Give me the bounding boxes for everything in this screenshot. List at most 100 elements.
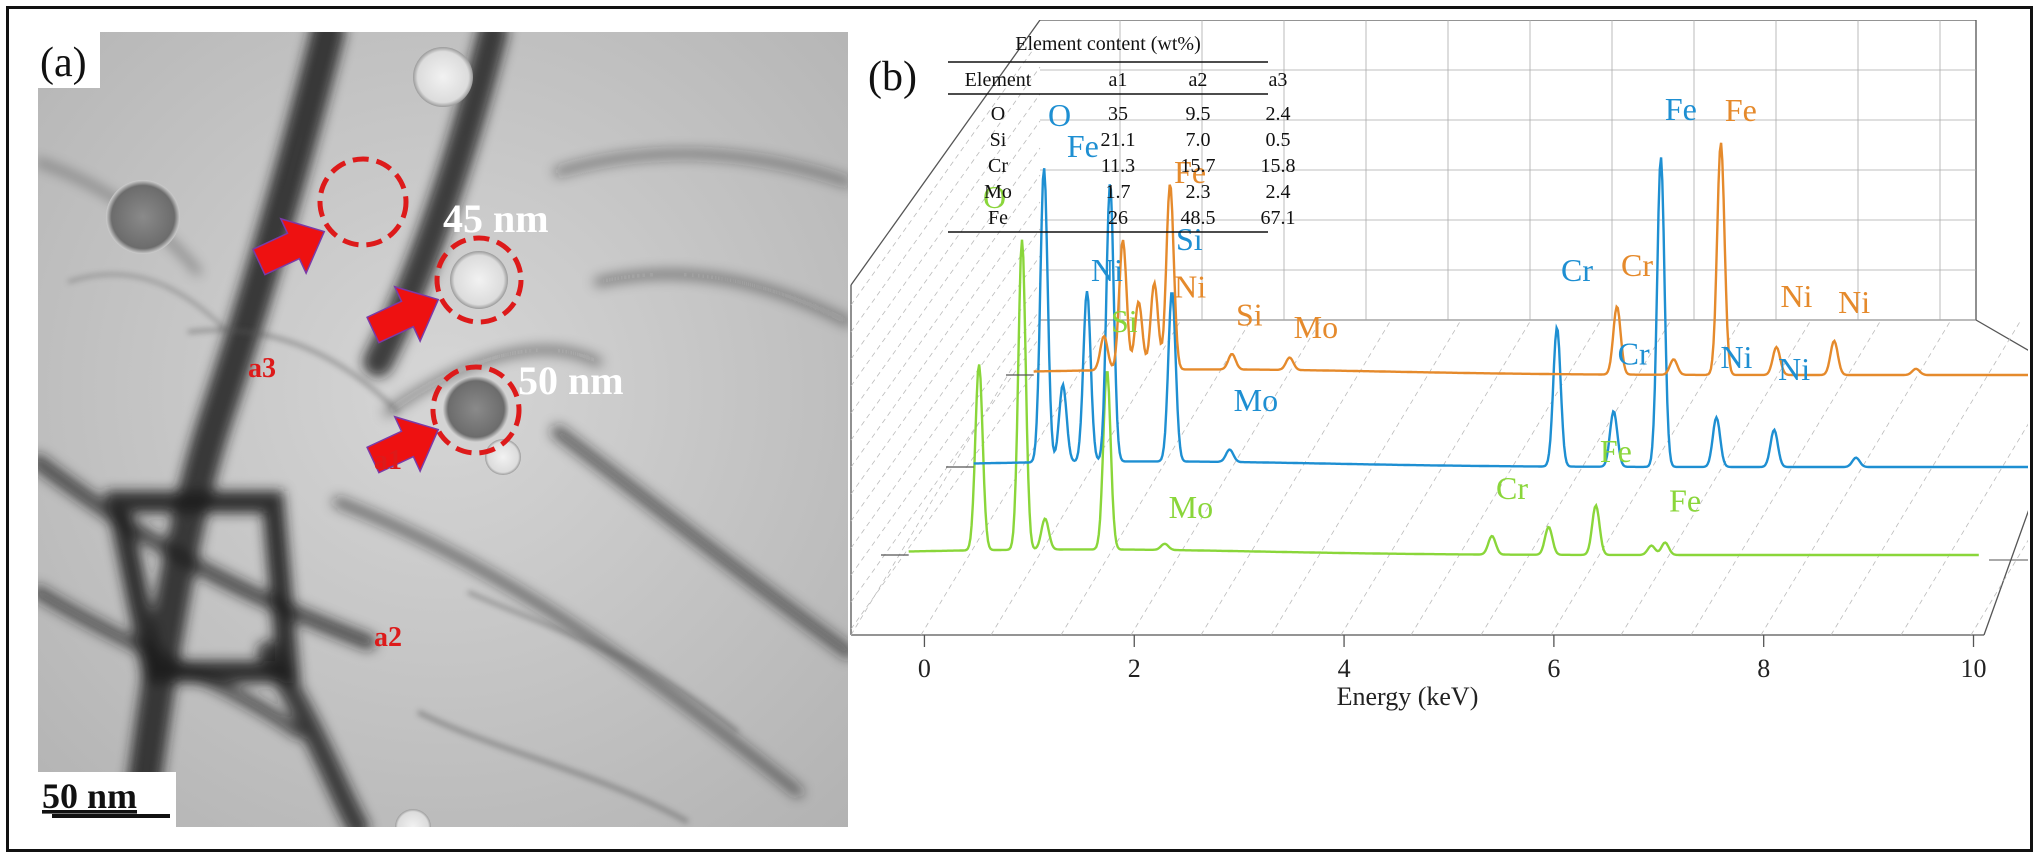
peak-label-cr: Cr — [1496, 470, 1528, 506]
table-cell: 9.5 — [1186, 103, 1211, 125]
panel-b-label: (b) — [868, 54, 917, 100]
table-cell: Cr — [988, 155, 1008, 177]
x-axis: 0 2 4 6 8 10 Energy (keV) — [918, 635, 1987, 711]
peak-label-fe: Fe — [1725, 92, 1757, 128]
table-cell: 1.7 — [1106, 181, 1131, 203]
arrow-a2-icon — [366, 415, 440, 474]
x-tick-label: 4 — [1338, 654, 1351, 683]
series-a1 — [908, 239, 1979, 557]
grid-line — [990, 319, 1182, 636]
right-floor-edge — [1983, 468, 2043, 636]
grid-line — [1410, 319, 1602, 636]
size-label-50: 50 nm — [518, 358, 624, 403]
peak-label-fe: Fe — [1665, 91, 1697, 127]
peak-label-si: Si — [1176, 221, 1203, 257]
panel-a-label: (a) — [40, 40, 87, 86]
table-cell: 15.8 — [1261, 155, 1296, 177]
table-header-cell: a1 — [1109, 69, 1128, 91]
element-content-table: Element content (wt%) Element a1 a2 a3 O 35 9.… — [948, 33, 1296, 233]
dashed-circle-a2 — [430, 364, 522, 456]
series-group — [881, 142, 2043, 557]
peak-label-ni: Ni — [1780, 278, 1812, 314]
peak-label-cr: Cr — [1621, 247, 1653, 283]
arrow-a3-icon — [252, 217, 326, 276]
grid — [850, 19, 2043, 636]
grid-line — [1200, 319, 1392, 636]
series-a3 — [1033, 142, 2043, 377]
eds-chart-panel: a1OSiMoCrFeFea2OFeNiSiMoCrCrFeNiNia3FeNi… — [848, 19, 2043, 855]
grid-line — [1690, 319, 1882, 636]
peak-label-si: Si — [1111, 303, 1138, 339]
particle-a2 — [443, 376, 509, 442]
x-tick-label: 10 — [1961, 654, 1987, 683]
scale-bar-label: 50 nm — [42, 776, 137, 816]
table-header-cell: a3 — [1269, 69, 1288, 91]
table-cell: 26 — [1108, 207, 1128, 229]
grid-line — [850, 319, 1042, 636]
peak-label-fe: Fe — [1600, 433, 1632, 469]
table-title: Element content (wt%) — [1015, 33, 1201, 55]
grid-line — [1900, 398, 2043, 636]
grid-line — [1060, 319, 1252, 636]
peak-label-ni: Ni — [1174, 269, 1206, 305]
particle — [413, 47, 473, 107]
peak-label-mo: Mo — [1294, 309, 1338, 345]
figure-frame — [6, 6, 2033, 852]
arrow-a1-icon — [366, 285, 440, 344]
grid-line — [1270, 319, 1462, 636]
grid-line — [1970, 514, 2043, 636]
peak-label-fe: Fe — [1174, 154, 1206, 190]
table-header-cell: a2 — [1189, 69, 1208, 91]
x-tick-label: 6 — [1547, 654, 1560, 683]
peak-labels: a1OSiMoCrFeFea2OFeNiSiMoCrCrFeNiNia3FeNi… — [983, 91, 2043, 561]
grid-line — [1130, 319, 1322, 636]
right-back-edge — [1975, 319, 2043, 360]
peak-label-o: O — [1048, 97, 1071, 133]
arrow-label-a3: a3 — [248, 353, 276, 384]
grid-line — [850, 93, 1041, 360]
size-label-45: 45 nm — [443, 196, 549, 241]
table-cell: 21.1 — [1101, 129, 1136, 151]
dashed-circle-a1 — [434, 235, 524, 325]
table-cell: O — [991, 103, 1005, 125]
peak-label-o: O — [983, 179, 1006, 215]
table-cell: 2.4 — [1266, 181, 1291, 203]
grid-line — [850, 336, 1041, 603]
peak-label-ni: Ni — [1838, 284, 1870, 320]
grid-line — [1620, 319, 1812, 636]
dashed-circle-a3 — [317, 156, 409, 248]
x-tick-label: 8 — [1757, 654, 1770, 683]
x-tick-label: 0 — [918, 654, 931, 683]
grid-line — [850, 282, 1041, 549]
peak-label-mo: Mo — [1234, 382, 1278, 418]
table-cell: 2.4 — [1266, 103, 1291, 125]
grid-line — [850, 201, 1041, 468]
tem-micrograph: (a) 45 nm 50 nm a3 a1 a2 50 nm — [30, 15, 855, 845]
table-cell: 2.3 — [1186, 181, 1211, 203]
table-cell: Fe — [988, 207, 1008, 229]
grid-line — [850, 309, 1041, 576]
grid-line — [850, 174, 1041, 441]
eds-waterfall-chart: a1OSiMoCrFeFea2OFeNiSiMoCrCrFeNiNia3FeNi… — [850, 19, 2043, 711]
peak-label-si: Si — [1236, 296, 1263, 332]
grid-line — [850, 66, 1041, 333]
grid-line — [1830, 319, 2022, 636]
particle — [106, 180, 180, 254]
table-cell: 48.5 — [1181, 207, 1216, 229]
x-tick-label: 2 — [1128, 654, 1141, 683]
table-header-cell: Element — [965, 69, 1032, 91]
table-cell: Mo — [984, 181, 1012, 203]
table-cell: 67.1 — [1261, 207, 1296, 229]
peak-label-fe: Fe — [1669, 483, 1701, 519]
table-cell: 11.3 — [1101, 155, 1135, 177]
grid-line — [850, 363, 1041, 630]
grid-line — [850, 39, 1041, 306]
peak-label-cr: Cr — [1561, 252, 1593, 288]
table-cell: Si — [990, 129, 1007, 151]
peak-label-ni: Ni — [1091, 252, 1123, 288]
x-axis-label: Energy (keV) — [1337, 682, 1479, 711]
peak-label-cr: Cr — [1618, 336, 1650, 372]
arrow-label-a1: a1 — [374, 445, 402, 476]
table-cell: 15.7 — [1181, 155, 1216, 177]
peak-label-mo: Mo — [1169, 489, 1213, 525]
